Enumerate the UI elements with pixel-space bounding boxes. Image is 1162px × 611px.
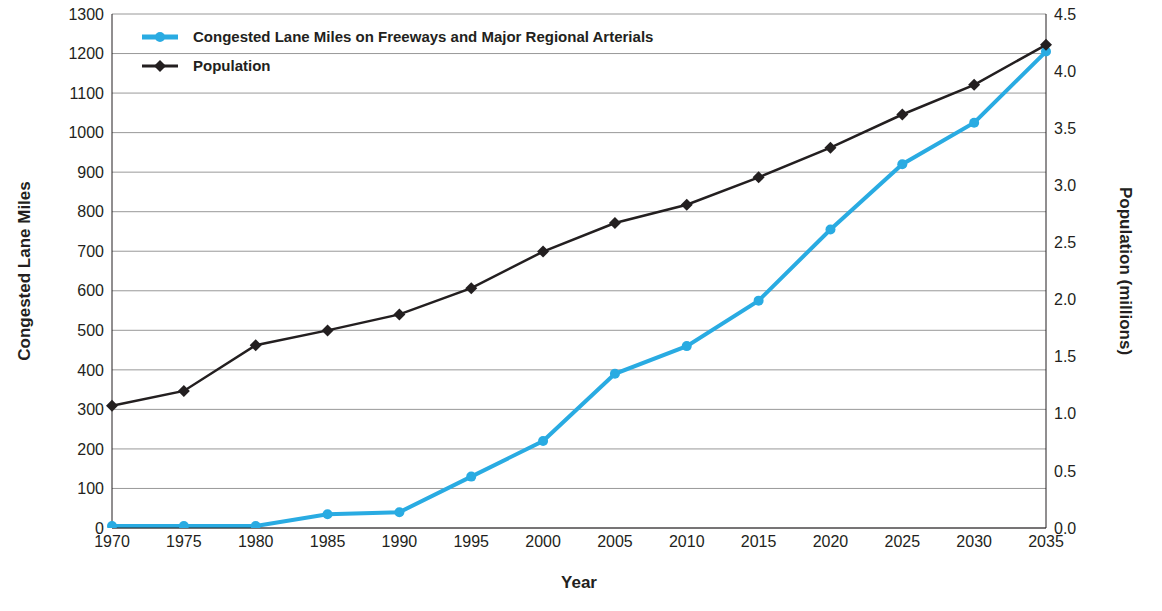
svg-text:2000: 2000: [525, 533, 561, 550]
svg-text:1990: 1990: [382, 533, 418, 550]
svg-text:2025: 2025: [885, 533, 921, 550]
svg-text:2.5: 2.5: [1054, 234, 1076, 251]
svg-text:1300: 1300: [68, 6, 104, 23]
svg-text:Population (millions): Population (millions): [1116, 187, 1135, 355]
svg-text:600: 600: [77, 282, 104, 299]
svg-text:400: 400: [77, 362, 104, 379]
svg-text:3.0: 3.0: [1054, 177, 1076, 194]
svg-text:2005: 2005: [597, 533, 633, 550]
svg-text:1995: 1995: [453, 533, 489, 550]
svg-text:2010: 2010: [669, 533, 705, 550]
svg-text:2035: 2035: [1028, 533, 1064, 551]
svg-text:200: 200: [77, 441, 104, 458]
svg-text:2030: 2030: [956, 533, 992, 550]
html-text:Population: Population: [193, 57, 271, 74]
svg-text:700: 700: [77, 243, 104, 260]
svg-text:4.0: 4.0: [1054, 63, 1076, 80]
svg-text:100: 100: [77, 480, 104, 497]
svg-text:500: 500: [77, 322, 104, 339]
svg-text:2020: 2020: [813, 533, 849, 550]
svg-text:1970: 1970: [94, 533, 130, 551]
svg-text:Year: Year: [561, 573, 597, 592]
svg-text:1975: 1975: [166, 533, 202, 550]
svg-text:2015: 2015: [741, 533, 777, 550]
svg-text:1000: 1000: [68, 124, 104, 141]
svg-text:1.0: 1.0: [1054, 405, 1076, 422]
html-text:Congested Lane Miles on Freewa: Congested Lane Miles on Freeways and Maj…: [193, 28, 654, 45]
svg-text:3.5: 3.5: [1054, 120, 1076, 137]
svg-text:0: 0: [95, 520, 104, 537]
svg-text:1980: 1980: [238, 533, 274, 550]
svg-text:0.0: 0.0: [1054, 520, 1076, 537]
svg-text:0.5: 0.5: [1054, 463, 1076, 480]
svg-text:800: 800: [77, 203, 104, 220]
svg-text:1985: 1985: [310, 533, 346, 550]
svg-text:Congested Lane Miles: Congested Lane Miles: [15, 181, 34, 360]
svg-text:900: 900: [77, 164, 104, 181]
svg-text:300: 300: [77, 401, 104, 418]
svg-text:4.5: 4.5: [1054, 6, 1076, 23]
svg-text:2.0: 2.0: [1054, 291, 1076, 308]
svg-text:1200: 1200: [68, 45, 104, 62]
svg-text:1100: 1100: [70, 85, 105, 102]
svg-text:1.5: 1.5: [1054, 348, 1076, 365]
